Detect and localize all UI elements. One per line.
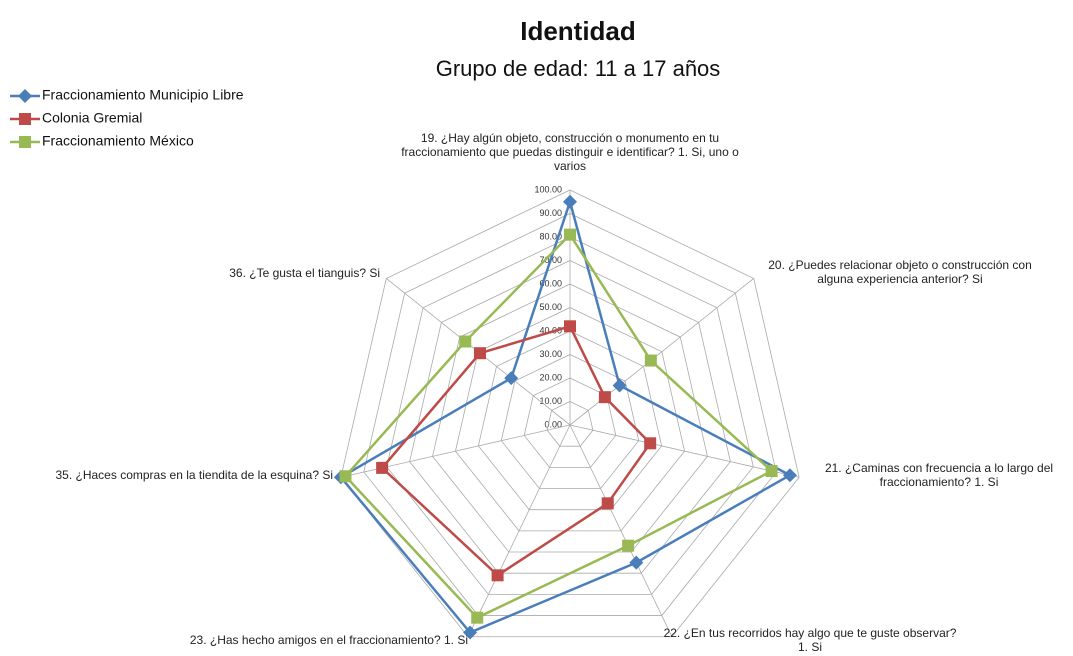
grid-ring bbox=[340, 189, 800, 638]
axis-label: 36. ¿Te gusta el tianguis? Si bbox=[229, 266, 380, 280]
series-line bbox=[338, 197, 793, 635]
r-tick-label: 40.00 bbox=[539, 325, 562, 335]
spoke bbox=[569, 424, 673, 637]
r-tick-label: 100.00 bbox=[534, 184, 562, 194]
legend-label: Colonia Gremial bbox=[42, 110, 142, 126]
r-tick-label: 60.00 bbox=[539, 278, 562, 288]
r-tick-label: 80.00 bbox=[539, 231, 562, 241]
data-point bbox=[471, 611, 484, 624]
r-tick-label: 0.00 bbox=[544, 419, 562, 429]
grid-ring bbox=[477, 330, 663, 511]
axis-label: 23. ¿Has hecho amigos en el fraccionamie… bbox=[189, 633, 468, 647]
data-point bbox=[644, 437, 657, 450]
data-point bbox=[564, 320, 576, 333]
data-point bbox=[765, 465, 778, 478]
data-point bbox=[563, 194, 577, 209]
r-tick-label: 90.00 bbox=[539, 208, 562, 218]
spoke bbox=[467, 424, 571, 637]
legend-label: Fraccionamiento Municipio Libre bbox=[42, 87, 244, 103]
chart-title: Identidad bbox=[520, 16, 636, 46]
r-tick-label: 10.00 bbox=[539, 396, 562, 406]
data-point bbox=[463, 625, 478, 640]
legend-marker bbox=[19, 113, 31, 125]
data-point bbox=[598, 391, 611, 404]
data-point bbox=[629, 555, 644, 570]
series-line bbox=[380, 324, 652, 577]
axis-label: 19. ¿Hay algún objeto, construcción o mo… bbox=[401, 131, 739, 173]
legend-label: Fraccionamiento México bbox=[42, 133, 194, 149]
r-tick-label: 50.00 bbox=[539, 302, 562, 312]
data-point bbox=[601, 497, 614, 510]
data-point bbox=[782, 468, 797, 483]
axis-label: 20. ¿Puedes relacionar objeto o construc… bbox=[768, 258, 1032, 286]
r-tick-label: 30.00 bbox=[539, 349, 562, 359]
grid-ring bbox=[546, 401, 594, 447]
spoke bbox=[340, 424, 571, 478]
chart-subtitle: Grupo de edad: 11 a 17 años bbox=[436, 56, 721, 81]
legend-marker bbox=[18, 89, 32, 103]
data-point bbox=[376, 461, 389, 474]
grid-ring bbox=[455, 307, 685, 532]
data-point bbox=[564, 228, 576, 241]
data-point bbox=[622, 539, 635, 552]
data-point bbox=[459, 335, 472, 348]
data-point bbox=[644, 354, 657, 367]
legend-marker bbox=[19, 136, 31, 148]
data-point bbox=[473, 347, 486, 360]
grid-ring bbox=[432, 283, 708, 553]
axis-label: 35. ¿Haces compras en la tiendita de la … bbox=[55, 468, 334, 482]
series-line bbox=[343, 232, 774, 620]
data-point bbox=[339, 470, 352, 483]
data-point bbox=[612, 378, 627, 393]
spoke bbox=[569, 424, 800, 478]
axis-label: 22. ¿En tus recorridos hay algo que te g… bbox=[663, 626, 957, 654]
r-tick-label: 20.00 bbox=[539, 372, 562, 382]
axis-label: 21. ¿Caminas con frecuencia a lo largo d… bbox=[824, 461, 1054, 489]
grid-ring bbox=[386, 236, 754, 595]
grid-ring bbox=[500, 354, 640, 489]
data-point bbox=[491, 569, 504, 582]
grid-ring bbox=[363, 213, 777, 616]
data-point bbox=[504, 371, 519, 386]
